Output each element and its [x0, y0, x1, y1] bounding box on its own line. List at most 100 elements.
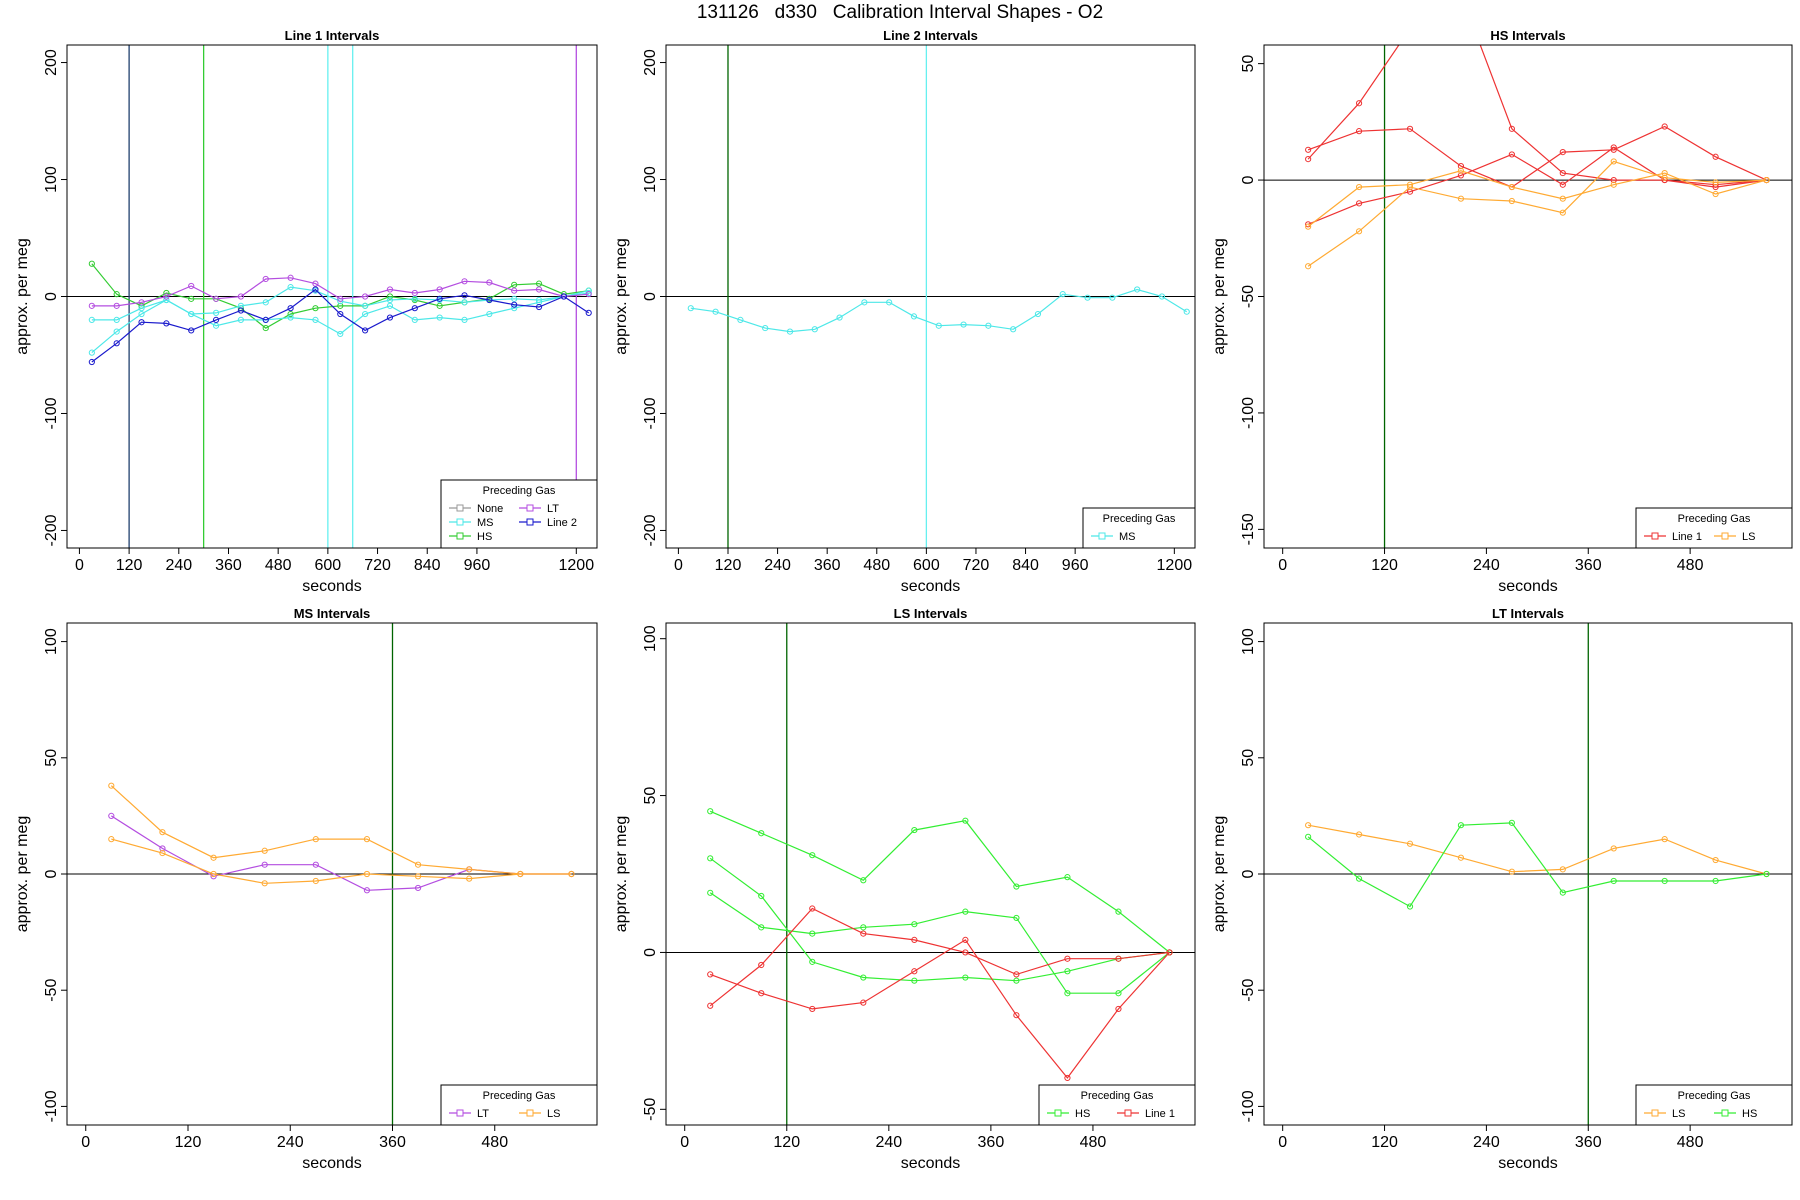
data-point [1407, 26, 1412, 31]
data-point [312, 836, 319, 843]
x-tick-label: 840 [1012, 557, 1039, 574]
y-tick-label: -200 [43, 514, 60, 546]
data-point [707, 855, 714, 862]
data-point [1355, 128, 1363, 135]
data-point [568, 870, 575, 878]
x-tick-label: 360 [215, 557, 242, 574]
y-axis-label: approx. per meg [1211, 238, 1228, 355]
data-point [1166, 949, 1173, 956]
legend-box [1082, 507, 1196, 549]
data-point [1305, 223, 1312, 230]
y-tick-label: -100 [642, 397, 659, 429]
data-point [1457, 195, 1465, 202]
data-point [287, 274, 294, 281]
y-tick-label: -100 [43, 1090, 60, 1122]
data-point [737, 316, 744, 323]
data-point [88, 260, 95, 267]
x-tick-label: 480 [265, 557, 292, 574]
data-point [113, 291, 120, 298]
data-point [362, 302, 369, 309]
data-point [163, 293, 170, 300]
legend-swatch-marker [1651, 532, 1659, 540]
x-tick-label: 480 [1677, 557, 1704, 574]
data-point [138, 299, 145, 306]
y-tick-label: -200 [642, 514, 659, 546]
legend-title: Preceding Gas [1081, 1090, 1154, 1102]
data-point [386, 302, 394, 309]
data-point [511, 301, 518, 308]
legend-entry-line-2: Line 2 [547, 517, 577, 529]
series-line-line-1 [709, 939, 1170, 1079]
data-point [962, 974, 969, 981]
legend-entry-hs: HS [1742, 1108, 1757, 1120]
y-axis-label: approx. per meg [14, 238, 31, 355]
data-point [809, 905, 816, 912]
series-line-ms [690, 288, 1188, 333]
data-point [1064, 955, 1071, 962]
legend-entry-line-1: Line 1 [1672, 531, 1702, 543]
data-point [1508, 868, 1515, 875]
legend-entry-ms: MS [477, 517, 494, 529]
data-point [1610, 845, 1617, 852]
x-tick-label: 600 [913, 557, 940, 574]
y-tick-label: 100 [642, 166, 659, 193]
data-point [461, 299, 468, 306]
y-tick-label: 50 [642, 787, 659, 805]
data-point [809, 958, 816, 965]
x-tick-label: 120 [116, 557, 143, 574]
data-point [411, 316, 418, 323]
x-tick-label: 120 [1371, 1134, 1398, 1151]
data-point [287, 305, 294, 312]
legend-swatch-marker [456, 1109, 464, 1117]
data-point [287, 314, 294, 321]
data-point [237, 307, 245, 314]
data-point [535, 280, 543, 287]
data-point [159, 829, 166, 836]
data-point [1763, 870, 1770, 878]
data-point [212, 295, 220, 302]
series-group [707, 808, 1173, 1082]
data-point [261, 847, 268, 854]
data-point [1034, 310, 1042, 318]
data-point [1064, 1074, 1071, 1082]
data-point [312, 280, 319, 287]
data-point [762, 324, 769, 332]
x-tick-label: 120 [1371, 557, 1398, 574]
data-point [1064, 990, 1071, 997]
data-point [1013, 1012, 1020, 1019]
data-point [113, 302, 120, 309]
x-tick-label: 240 [1473, 557, 1500, 574]
data-point [337, 310, 344, 318]
series-line-ls [110, 785, 572, 875]
data-point [1406, 125, 1414, 132]
data-point [861, 299, 868, 306]
data-point [1508, 819, 1515, 826]
data-point [809, 1005, 816, 1013]
y-tick-label: 50 [1240, 55, 1257, 73]
y-tick-label: -100 [1240, 1090, 1257, 1122]
x-tick-label: 240 [165, 557, 192, 574]
data-point [712, 308, 719, 315]
data-point [261, 880, 268, 887]
series-line-line-1 [1307, 125, 1767, 188]
data-point [312, 877, 319, 885]
y-tick-label: 0 [642, 292, 659, 301]
data-point [1712, 856, 1719, 864]
data-point [113, 316, 120, 323]
data-point [1661, 836, 1668, 843]
data-point [1183, 308, 1190, 315]
data-point [1355, 831, 1363, 838]
x-tick-label: 480 [1677, 1134, 1704, 1151]
data-point [188, 327, 195, 334]
series-group [1305, 26, 1770, 270]
data-point [1010, 326, 1017, 333]
data-point [962, 908, 969, 915]
data-point [1406, 903, 1414, 910]
data-point [262, 275, 269, 283]
series-group [1305, 819, 1770, 910]
data-point [1134, 286, 1141, 293]
data-point [911, 977, 918, 984]
series-line-hs [709, 857, 1170, 982]
data-point [108, 836, 115, 843]
legend-entry-ms: MS [1119, 531, 1136, 543]
